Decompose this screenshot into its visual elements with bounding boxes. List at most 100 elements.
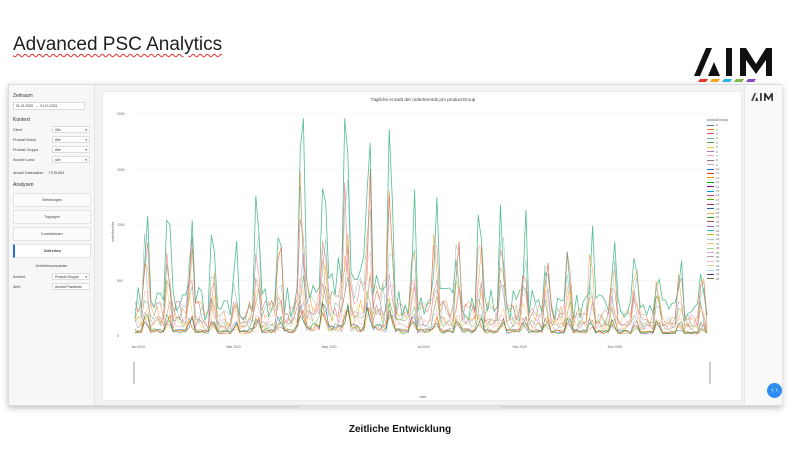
series-line-5[interactable] (134, 243, 708, 332)
client-select[interactable]: Alle ▾ (52, 126, 90, 133)
legend-item[interactable]: 20 (707, 211, 741, 215)
legend-item[interactable]: 2 (707, 132, 741, 136)
kontext-heading: Kontext (13, 117, 30, 123)
legend-swatch (707, 177, 714, 179)
legend-item[interactable]: 8 (707, 158, 741, 162)
legend-swatch (707, 203, 714, 205)
y-tick-label: 1500 (117, 167, 125, 172)
legend-item[interactable]: 30 (707, 255, 741, 259)
zeitraum-heading: Zeitraum (13, 93, 33, 99)
legend-label: 3 (716, 136, 718, 141)
legend-item[interactable]: 6 (707, 149, 741, 154)
legend-swatch (707, 243, 714, 245)
legend-title: productGroup (707, 118, 728, 122)
legend-item[interactable]: 34 (707, 272, 741, 276)
wert-select[interactable]: Anzahl Positionen (52, 283, 90, 290)
series-line-3[interactable] (134, 179, 708, 328)
legend-item[interactable]: 25 (707, 233, 741, 237)
legend-swatch (707, 159, 714, 161)
legend-label: 29 (716, 250, 720, 255)
legend-item[interactable]: 28 (707, 246, 741, 250)
legend-swatch (707, 164, 714, 166)
legend-swatch (707, 234, 714, 236)
legend-item[interactable]: 31 (707, 259, 741, 263)
legend-swatch (707, 129, 714, 131)
legend-swatch (707, 256, 714, 258)
record-count-value: 7.076.654 (48, 171, 65, 175)
legend-item[interactable]: 11 (707, 171, 741, 175)
series-line-6[interactable] (134, 245, 708, 332)
legend-item[interactable]: 33 (707, 268, 741, 272)
legend-swatch (707, 194, 714, 196)
series-line-4[interactable] (134, 275, 708, 332)
date-range-picker[interactable]: 01.01.2020 → 01.01.2021 (13, 102, 85, 110)
legend-item[interactable]: 3 (707, 136, 741, 140)
series-line-13[interactable] (134, 302, 708, 335)
line-chart[interactable] (103, 92, 743, 402)
legend-item[interactable]: 18 (707, 202, 741, 206)
chevron-down-icon: ▾ (85, 137, 87, 142)
verteilungen-button[interactable]: Verteilungen (13, 193, 91, 207)
filter-client: Client Alle ▾ (13, 126, 90, 133)
param-label: Wert (13, 284, 21, 289)
legend-label: 22 (716, 219, 720, 224)
legend-item[interactable]: 24 (707, 228, 741, 233)
x-tick-label: Mar 2020 (226, 345, 241, 349)
legend-item[interactable]: 10 (707, 167, 741, 171)
zeitreihen-button[interactable]: Zeitreihen (13, 244, 91, 258)
legend-item[interactable]: 26 (707, 237, 741, 241)
legend-label: 10 (716, 167, 720, 172)
legend-item[interactable]: 21 (707, 215, 741, 219)
legend-item[interactable]: 22 (707, 220, 741, 224)
chevron-left-right-icon[interactable]: ‹ › (767, 383, 782, 398)
series-line-2[interactable] (134, 168, 708, 328)
legend-item[interactable]: 5 (707, 145, 741, 149)
record-count-label: Anzahl Datensätze: (13, 171, 45, 175)
legend-label: 28 (716, 246, 720, 251)
right-panel: ‹ › (744, 85, 782, 405)
y-tick-label: 0 (117, 334, 119, 338)
legend-item[interactable]: 13 (707, 180, 741, 184)
legend-item[interactable]: 7 (707, 154, 741, 158)
legend-item[interactable]: 14 (707, 184, 741, 189)
range-slider-left-handle[interactable] (133, 362, 135, 384)
legend-item[interactable]: 23 (707, 224, 741, 228)
legend-item[interactable]: 4 (707, 141, 741, 145)
legend-swatch (707, 190, 714, 192)
series-line-8[interactable] (135, 300, 708, 335)
legend-label: 32 (716, 263, 720, 268)
legend-item[interactable]: 9 (707, 163, 741, 167)
country-select[interactable]: Alle ▾ (52, 156, 90, 163)
legend-swatch (707, 247, 714, 249)
topplayer-button[interactable]: Topplayer (13, 210, 91, 224)
legend-label: 19 (716, 206, 720, 211)
legend-item[interactable]: 35 (707, 277, 741, 281)
legend-item[interactable]: 12 (707, 176, 741, 180)
legend-item[interactable]: 19 (707, 206, 741, 211)
legend-item[interactable]: 16 (707, 193, 741, 197)
y-tick-label: 500 (117, 278, 123, 283)
legend-item[interactable]: 15 (707, 189, 741, 193)
korrelationen-button[interactable]: Korrelationen (13, 227, 91, 241)
legend-item[interactable]: 17 (707, 198, 741, 202)
series-line-7[interactable] (134, 247, 708, 332)
legend-label: 2 (716, 131, 718, 136)
brand-select[interactable]: Alle ▾ (52, 136, 90, 143)
date-sep: → (34, 104, 39, 108)
kontext-select[interactable]: Produkt Gruppe ▾ (52, 273, 90, 280)
series-line-1[interactable] (134, 170, 708, 329)
param-kontext: Kontext Produkt Gruppe ▾ (13, 273, 90, 280)
range-slider-right-handle[interactable] (709, 362, 711, 384)
legend-label: 17 (716, 197, 720, 202)
legend-item[interactable]: 27 (707, 242, 741, 246)
legend-label: 25 (716, 232, 720, 237)
legend-item[interactable]: 29 (707, 250, 741, 255)
legend-item[interactable]: 0 (707, 123, 741, 127)
series-line-0[interactable] (134, 118, 708, 322)
legend-label: 6 (716, 149, 718, 154)
group-select[interactable]: Alle ▾ (52, 146, 90, 153)
legend-item[interactable]: 32 (707, 264, 741, 268)
legend-item[interactable]: 1 (707, 127, 741, 132)
legend-swatch (707, 124, 714, 126)
scrollbar[interactable] (300, 406, 500, 409)
